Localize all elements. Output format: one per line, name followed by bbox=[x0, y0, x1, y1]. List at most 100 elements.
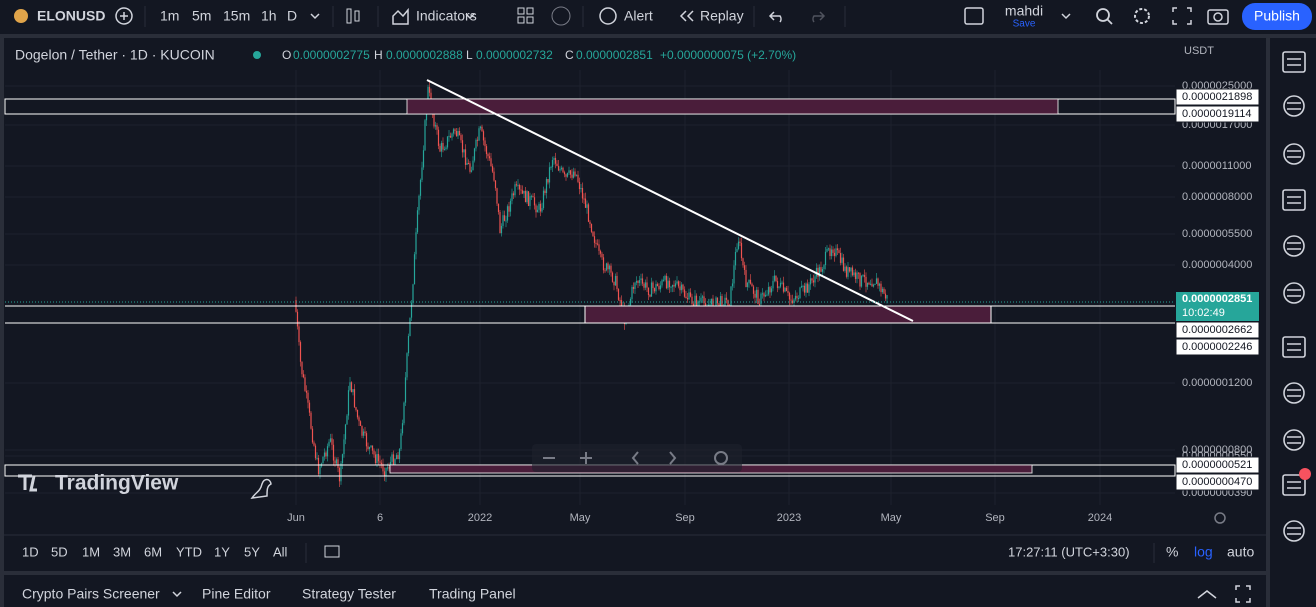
sidebar-button[interactable] bbox=[1283, 143, 1305, 165]
scroll-left[interactable] bbox=[631, 451, 639, 465]
candle-body bbox=[547, 178, 549, 183]
price-tick: 0.0000011000 bbox=[1182, 160, 1252, 172]
candle-body bbox=[596, 243, 599, 245]
bottom-tab[interactable]: Crypto Pairs Screener bbox=[22, 586, 160, 602]
candle-body bbox=[559, 169, 561, 171]
sidebar-button[interactable] bbox=[1283, 429, 1305, 451]
candle-body bbox=[760, 293, 762, 305]
bottom-tab[interactable]: Trading Panel bbox=[429, 586, 516, 602]
candle-body bbox=[523, 190, 525, 194]
candle-body bbox=[847, 267, 849, 277]
candle-body bbox=[581, 187, 584, 199]
candle-body bbox=[614, 275, 617, 286]
candle-body bbox=[799, 287, 801, 299]
candle-body bbox=[563, 172, 566, 175]
candle-body bbox=[395, 455, 398, 460]
range-button[interactable]: 1Y bbox=[214, 544, 230, 559]
zoom-in[interactable] bbox=[580, 452, 592, 464]
layout-button[interactable] bbox=[964, 7, 984, 25]
sidebar-button[interactable] bbox=[1283, 520, 1305, 542]
candle-body bbox=[554, 157, 557, 164]
interval[interactable]: 1m bbox=[160, 8, 179, 24]
redo[interactable] bbox=[812, 11, 826, 23]
candle-body bbox=[595, 242, 597, 244]
candle-body bbox=[877, 278, 879, 286]
range-button[interactable]: 1D bbox=[22, 544, 39, 559]
candle-body bbox=[670, 286, 672, 288]
indicators-menu[interactable] bbox=[465, 13, 475, 20]
symbol[interactable]: ELONUSD bbox=[37, 8, 105, 24]
candle-body bbox=[515, 184, 518, 186]
candle-body bbox=[734, 251, 737, 266]
add-icon bbox=[120, 12, 128, 20]
currency[interactable]: USDT bbox=[1184, 45, 1214, 57]
candle-type[interactable] bbox=[346, 8, 360, 24]
candle-body bbox=[740, 242, 743, 259]
settings[interactable] bbox=[1134, 8, 1150, 24]
candle-body bbox=[311, 428, 314, 443]
interval[interactable]: 15m bbox=[223, 8, 250, 24]
indicators-button[interactable]: Indicators bbox=[416, 8, 477, 24]
candle-body bbox=[568, 170, 570, 173]
sidebar-button[interactable] bbox=[1283, 235, 1305, 257]
candle-body bbox=[763, 293, 765, 297]
reset[interactable] bbox=[714, 451, 728, 465]
date-range[interactable] bbox=[324, 545, 340, 558]
range-button[interactable]: 5Y bbox=[244, 544, 260, 559]
candle-body bbox=[854, 272, 857, 279]
candle-body bbox=[808, 284, 810, 293]
undo[interactable] bbox=[768, 11, 782, 23]
bottom-tab[interactable]: Pine Editor bbox=[202, 586, 271, 602]
candle-body bbox=[616, 275, 618, 290]
scale-option[interactable]: log bbox=[1194, 544, 1213, 560]
candle-body bbox=[592, 231, 594, 237]
interval[interactable]: 5m bbox=[192, 8, 211, 24]
interval[interactable]: D bbox=[287, 8, 297, 24]
sidebar-button[interactable] bbox=[1283, 382, 1305, 404]
save-menu[interactable] bbox=[1061, 13, 1071, 20]
candle-body bbox=[376, 454, 378, 464]
range-button[interactable]: YTD bbox=[176, 544, 202, 559]
range-button[interactable]: 6M bbox=[144, 544, 162, 559]
templates[interactable] bbox=[517, 7, 534, 24]
range-button[interactable]: 1M bbox=[82, 544, 100, 559]
candle-body bbox=[560, 167, 563, 170]
candle-body bbox=[383, 471, 386, 477]
user-name[interactable]: mahdi bbox=[1005, 3, 1043, 19]
scale-option[interactable]: auto bbox=[1227, 544, 1254, 560]
interval[interactable]: 1h bbox=[261, 8, 277, 24]
script-button[interactable] bbox=[551, 6, 571, 26]
screener-menu[interactable] bbox=[172, 591, 182, 598]
intervals: 1m 5m 15m 1h D bbox=[160, 8, 297, 24]
interval-menu[interactable] bbox=[310, 13, 320, 20]
range-button[interactable]: All bbox=[273, 544, 288, 559]
candle-body bbox=[607, 263, 609, 270]
bottom-tab[interactable]: Strategy Tester bbox=[302, 586, 396, 602]
range-button[interactable]: 3M bbox=[113, 544, 131, 559]
sidebar-button[interactable] bbox=[1282, 189, 1306, 211]
ohlc-o: 0.0000002775 bbox=[293, 48, 370, 62]
replay-button[interactable]: Replay bbox=[700, 8, 744, 24]
scroll-right[interactable] bbox=[669, 451, 677, 465]
range-button[interactable]: 5D bbox=[51, 544, 68, 559]
sidebar-button[interactable] bbox=[1282, 474, 1306, 496]
sidebar-button[interactable] bbox=[1282, 336, 1306, 358]
search[interactable] bbox=[1096, 8, 1113, 25]
maximize-panel[interactable] bbox=[1235, 585, 1251, 603]
axis-settings[interactable] bbox=[1214, 512, 1226, 524]
publish-button[interactable] bbox=[1242, 3, 1312, 30]
candle-body bbox=[857, 272, 860, 274]
sidebar-button[interactable] bbox=[1283, 282, 1305, 304]
collapse-panel[interactable] bbox=[1197, 590, 1217, 599]
fullscreen[interactable] bbox=[1172, 7, 1192, 25]
icon bbox=[1282, 189, 1306, 211]
add-symbol[interactable] bbox=[115, 7, 133, 25]
scale-option[interactable]: % bbox=[1166, 544, 1178, 560]
alert-button[interactable]: Alert bbox=[624, 8, 653, 24]
sidebar-button[interactable] bbox=[1283, 95, 1305, 117]
sidebar-button[interactable] bbox=[1282, 51, 1306, 73]
snapshot[interactable] bbox=[1207, 9, 1229, 25]
candle-body bbox=[487, 154, 489, 157]
icon bbox=[1287, 389, 1301, 397]
